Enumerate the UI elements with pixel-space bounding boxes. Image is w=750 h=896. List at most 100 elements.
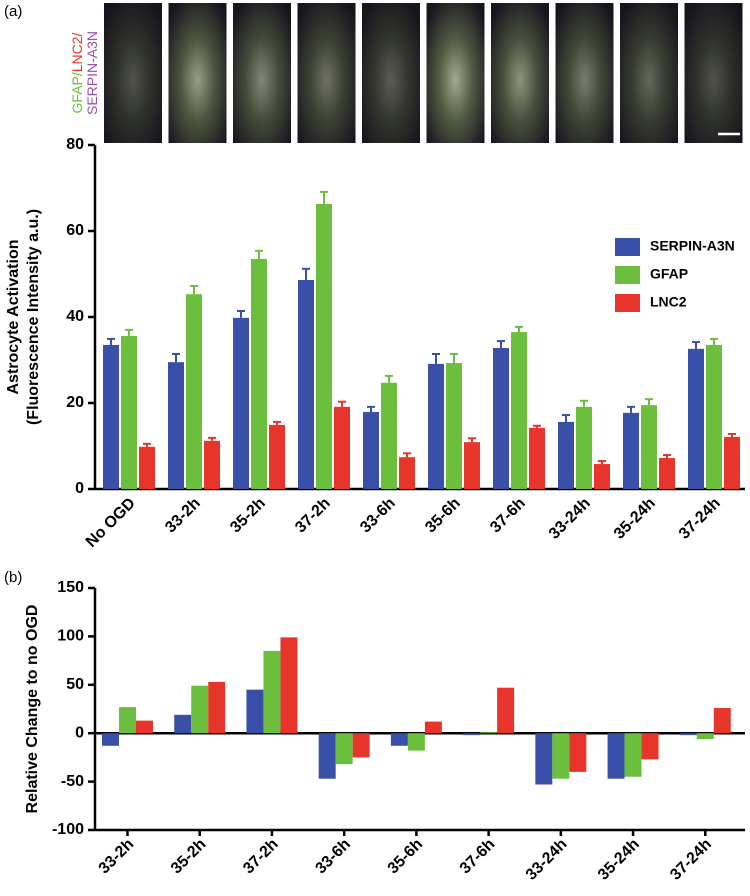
- error-bar: [367, 405, 375, 413]
- error-bar: [172, 352, 180, 363]
- y-tick-label: -50: [61, 773, 84, 790]
- bar: [576, 406, 592, 489]
- micrograph-cells: [233, 3, 291, 143]
- error-bar: [562, 414, 570, 422]
- error-bar: [432, 352, 440, 364]
- error-bar: [273, 420, 281, 425]
- y-axis-label: Relative Change to no OGD: [24, 605, 41, 814]
- bar: [246, 689, 264, 734]
- bar: [318, 733, 336, 779]
- legend-label: SERPIN-A3N: [650, 238, 735, 254]
- bar: [641, 405, 657, 489]
- bar: [280, 637, 298, 734]
- bar: [186, 294, 202, 489]
- bar: [191, 685, 209, 734]
- bar: [497, 687, 515, 734]
- bar: [659, 458, 675, 489]
- micrograph-cells: [684, 3, 743, 143]
- bar: [399, 457, 415, 489]
- bar: [119, 707, 136, 734]
- bar: [269, 424, 285, 489]
- x-tick-label: 35-24h: [611, 495, 659, 543]
- y-axis-label: (Fluorescence Intensity a.u.): [25, 209, 42, 425]
- bar: [334, 406, 350, 489]
- micrograph-cells: [620, 3, 678, 143]
- error-bar: [385, 374, 393, 383]
- bar: [168, 362, 184, 489]
- y-axis-label: Astrocyte Activation: [5, 240, 22, 395]
- y-tick-label: 60: [66, 222, 84, 239]
- x-tick-label: 35-2h: [227, 495, 269, 537]
- bar: [428, 363, 444, 489]
- error-bar: [710, 337, 718, 345]
- y-tick-label: 20: [66, 394, 84, 411]
- x-tick-label: 33-2h: [96, 836, 138, 878]
- x-tick-label: 35-6h: [422, 495, 464, 537]
- y-tick-label: 0: [75, 724, 84, 741]
- bar: [208, 681, 226, 734]
- bar: [480, 732, 498, 734]
- y-tick-label: 0: [75, 480, 84, 497]
- error-bar: [403, 452, 411, 458]
- bar: [174, 714, 192, 734]
- legend-swatch: [615, 294, 640, 312]
- y-tick-label: 100: [57, 628, 84, 645]
- bar: [381, 382, 397, 489]
- x-tick-label: 37-24h: [667, 836, 715, 884]
- micrograph-cells: [362, 3, 420, 143]
- error-bar: [450, 352, 458, 364]
- bar: [594, 464, 610, 489]
- error-bar: [468, 437, 476, 443]
- bar: [464, 442, 480, 489]
- bar: [233, 317, 249, 489]
- bar: [316, 203, 332, 489]
- bar: [298, 280, 314, 489]
- micrograph-cells: [555, 3, 614, 143]
- bar: [121, 335, 137, 489]
- legend-label: LNC2: [650, 294, 687, 310]
- image-label-part: LNC2/: [69, 32, 85, 72]
- bar: [102, 733, 119, 746]
- x-tick-label: 33-24h: [523, 836, 571, 884]
- bar: [352, 733, 370, 758]
- bar: [493, 347, 509, 489]
- x-tick-label: 35-24h: [595, 836, 643, 884]
- bar: [688, 348, 704, 489]
- error-bar: [143, 442, 151, 447]
- bar: [263, 650, 281, 734]
- x-tick-label: 37-2h: [240, 836, 282, 878]
- micrograph-cells: [491, 3, 549, 143]
- micrograph-cells: [297, 3, 356, 143]
- bar: [407, 733, 425, 751]
- x-tick-label: 33-6h: [357, 495, 399, 537]
- error-bar: [515, 325, 523, 333]
- x-tick-label: No OGD: [83, 495, 139, 551]
- micrograph-cells: [426, 3, 485, 143]
- x-tick-label: 37-2h: [292, 495, 334, 537]
- y-tick-label: -100: [52, 821, 84, 838]
- error-bar: [320, 190, 328, 204]
- error-bar: [208, 436, 216, 441]
- y-tick-label: 80: [66, 136, 84, 153]
- x-tick-label: 33-2h: [162, 495, 204, 537]
- x-tick-label: 35-2h: [168, 836, 210, 878]
- micrograph-cells: [104, 3, 162, 143]
- micrograph-strip: [104, 3, 743, 143]
- bar: [529, 427, 545, 489]
- bar: [103, 344, 119, 489]
- error-bar: [497, 340, 505, 348]
- bar: [139, 446, 155, 489]
- legend-swatch: [615, 266, 640, 284]
- bar: [136, 720, 153, 734]
- image-label: SERPIN-A3N: [84, 31, 100, 115]
- image-label-part: GFAP/: [69, 72, 85, 113]
- bar: [696, 733, 714, 740]
- error-bar: [645, 398, 653, 406]
- bar: [446, 363, 462, 489]
- error-bar: [237, 309, 245, 318]
- error-bar: [598, 460, 606, 465]
- error-bar: [627, 405, 635, 413]
- legend-label: GFAP: [650, 266, 688, 282]
- bar: [251, 258, 267, 489]
- x-tick-label: 33-6h: [312, 836, 354, 878]
